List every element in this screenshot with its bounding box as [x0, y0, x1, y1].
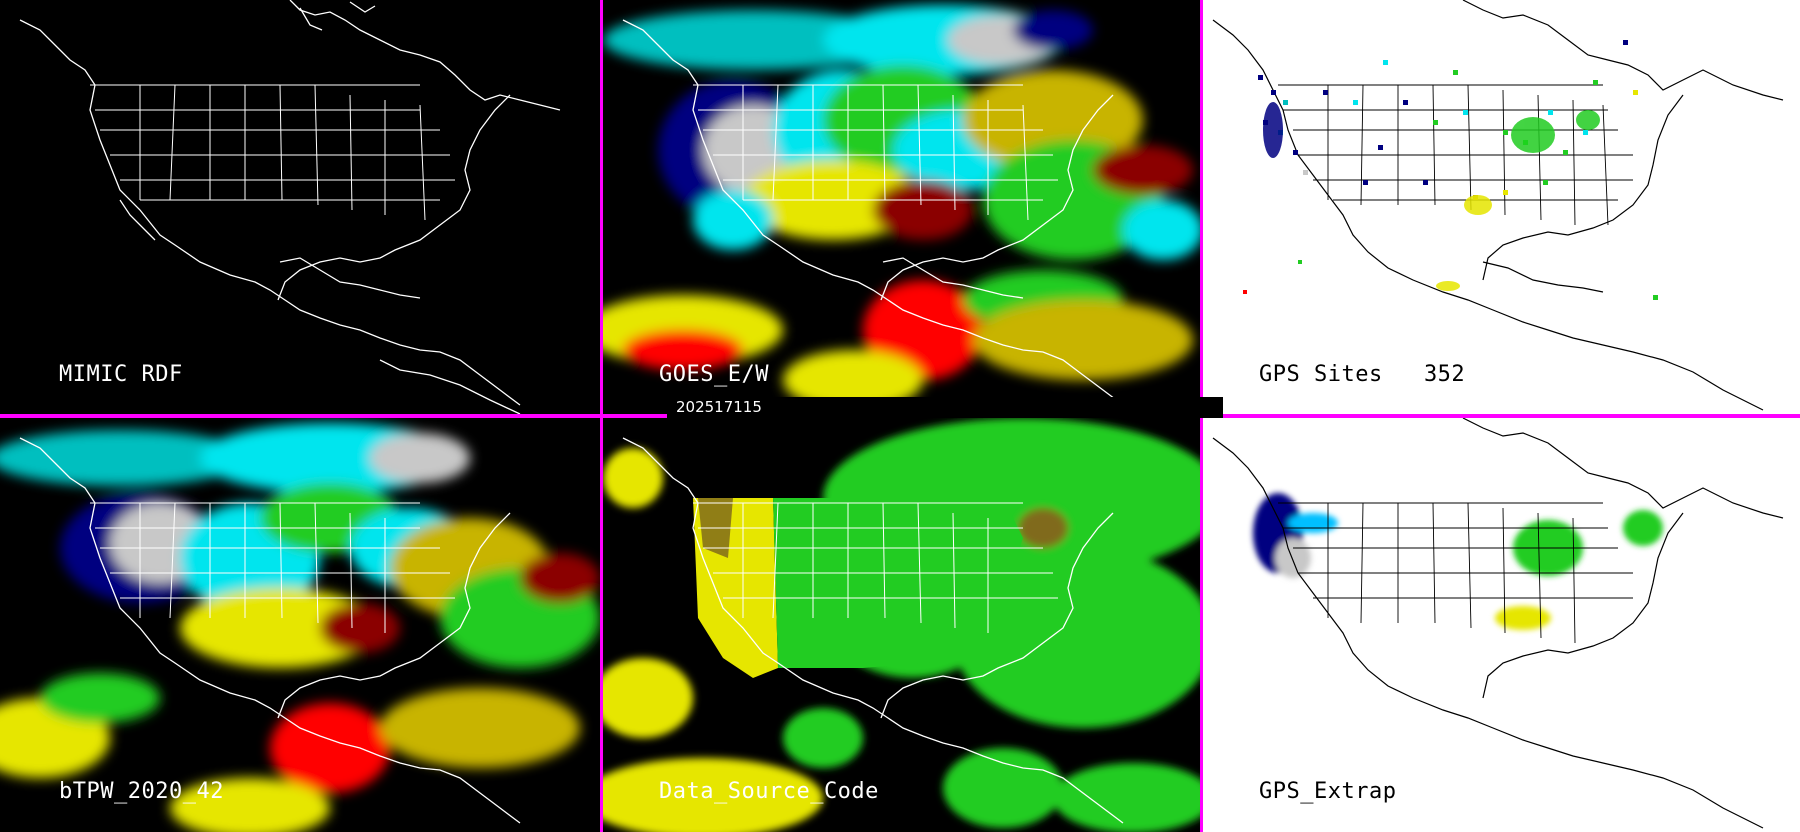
source-region-green — [773, 498, 1023, 668]
coastlines — [622, 437, 1124, 824]
goes-map — [603, 0, 1200, 414]
panel-label-btpw: bTPW_2020_42 — [59, 779, 224, 804]
panel-label-gps-extrap: GPS_Extrap — [1259, 779, 1397, 804]
vertical-divider-left — [600, 0, 603, 832]
mimic-map — [0, 0, 600, 414]
panel-btpw: bTPW_2020_42 — [0, 418, 600, 832]
state-borders — [693, 502, 1058, 633]
timestamp-label: 202517115 — [667, 397, 1223, 418]
gps-extrap-map — [1203, 418, 1800, 832]
panel-label-gps-sites: GPS Sites 352 — [1259, 362, 1466, 387]
gps-sites-map — [1203, 0, 1800, 414]
data-source-map — [603, 418, 1200, 832]
coastlines — [19, 0, 561, 414]
panel-gps-sites: GPS Sites 352 — [1203, 0, 1800, 414]
panel-data-source: Data_Source_Code — [603, 418, 1200, 832]
source-field — [603, 418, 1200, 832]
gps-clusters — [1263, 102, 1600, 291]
panel-label-goes: GOES_E/W — [659, 362, 769, 387]
panel-label-mimic: MIMIC RDF — [59, 362, 183, 387]
panel-gps-extrap: GPS_Extrap — [1203, 418, 1800, 832]
state-borders — [693, 84, 1058, 221]
coastlines — [1212, 0, 1784, 411]
state-borders — [1278, 502, 1633, 644]
state-borders — [90, 502, 455, 633]
panel-mimic-rdf: MIMIC RDF — [0, 0, 600, 414]
coastlines — [1212, 418, 1784, 829]
coastlines — [19, 437, 521, 824]
panel-goes: GOES_E/W — [603, 0, 1200, 414]
state-borders — [90, 84, 455, 221]
coastlines — [622, 19, 1124, 406]
btpw-map — [0, 418, 600, 832]
state-borders — [1278, 84, 1633, 226]
panel-label-data-source: Data_Source_Code — [659, 779, 879, 804]
tpw-field — [603, 5, 1200, 410]
